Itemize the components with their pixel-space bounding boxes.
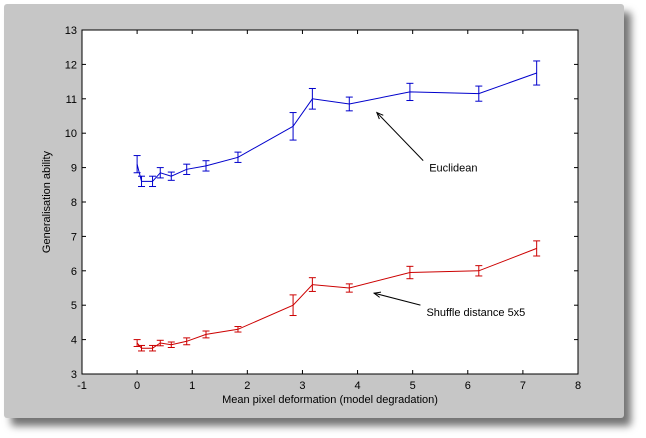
y-tick-label: 5 [71,300,77,312]
series-line-shuffle [136,247,537,349]
y-tick-label: 10 [65,128,77,140]
error-bar-euclidean [345,96,353,112]
y-axis-label: Generalisation ability [41,150,53,253]
annotation-arrow [376,112,424,161]
series-line-euclidean [136,72,537,182]
error-bar-shuffle [533,240,541,257]
error-bar-shuffle [156,339,164,347]
error-bar-shuffle [138,344,146,352]
y-tick-label: 3 [71,369,77,381]
y-tick-label: 4 [71,335,77,347]
x-tick-label: 7 [520,380,526,392]
annotations: Euclidean Shuffle distance 5x5 [372,111,525,319]
x-tick-label: 3 [299,380,305,392]
error-bar-euclidean [289,112,297,141]
error-bar-shuffle [345,283,353,293]
error-bar-shuffle [133,339,141,347]
error-bar-shuffle [234,326,242,333]
x-tick-label: 6 [465,380,471,392]
error-bar-shuffle [202,330,210,339]
y-tick-label: 6 [71,266,77,278]
y-tick-label: 7 [71,231,77,243]
error-bar-euclidean [156,167,164,179]
x-tick-label: 0 [134,380,140,392]
series-euclidean [133,60,541,188]
error-bar-shuffle [289,294,297,317]
y-tick-label: 12 [65,59,77,71]
y-tick-label: 8 [71,197,77,209]
error-bar-euclidean [475,85,483,102]
series-layer [133,60,541,352]
error-bar-shuffle [149,344,157,352]
y-tick-label: 9 [71,163,77,175]
x-tick-label: 5 [410,380,416,392]
annotation-arrowhead [375,111,384,120]
y-tick-label: 13 [65,25,77,37]
annotation-label: Shuffle distance 5x5 [426,307,525,319]
figure-frame: -1 0 1 2 3 4 5 6 7 8 3 4 5 6 7 8 9 10 11 12 13 Euclidean Shuf… [4,4,624,418]
error-bar-euclidean [167,171,175,181]
series-shuffle [133,240,541,352]
x-tick-label: 8 [575,380,581,392]
error-bar-shuffle [167,341,175,349]
annotation-arrowhead [372,291,382,298]
x-axis-label: Mean pixel deformation (model degradatio… [222,394,438,406]
x-tick-label: 4 [354,380,360,392]
error-bar-euclidean [308,87,316,110]
x-tick-label: 2 [244,380,250,392]
error-bar-euclidean [183,163,191,175]
x-tick-label: -1 [77,380,87,392]
annotation-label: Euclidean [429,163,477,175]
error-bar-shuffle [475,265,483,277]
error-bar-euclidean [149,175,157,188]
y-tick-label: 11 [66,94,77,106]
error-bar-euclidean [406,82,414,102]
error-bar-euclidean [533,60,541,86]
error-bar-euclidean [202,160,210,172]
x-tick-label: 1 [189,380,195,392]
annotation-arrow [373,292,421,306]
error-bar-euclidean [133,155,141,174]
error-bar-shuffle [308,277,316,292]
error-bar-euclidean [138,175,146,188]
error-bar-shuffle [183,337,191,346]
error-bar-shuffle [406,265,414,280]
error-bar-euclidean [234,151,242,163]
plot-area [82,30,578,374]
